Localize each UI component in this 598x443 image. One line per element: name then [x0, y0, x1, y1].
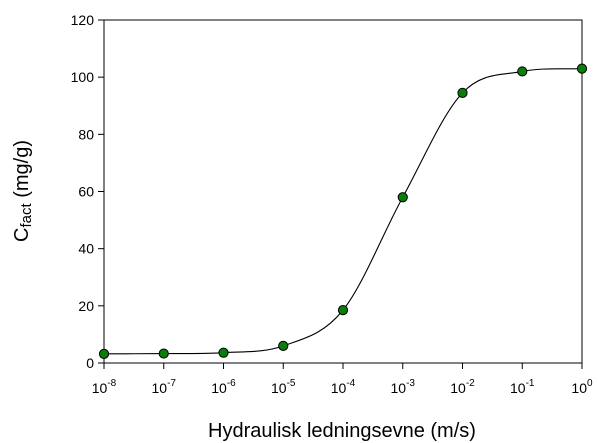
- x-tick-label: 100: [571, 378, 593, 396]
- y-tick-label: 40: [78, 241, 94, 257]
- y-axis-title-subscript: fact: [18, 203, 35, 228]
- y-tick-label: 100: [71, 69, 95, 85]
- x-tick-label: 10-8: [92, 378, 117, 396]
- x-tick-exponent: -7: [167, 378, 176, 389]
- x-tick-exponent: -5: [287, 378, 296, 389]
- fit-line: [103, 68, 583, 355]
- x-tick-base: 10: [152, 380, 168, 396]
- x-tick-exponent: -6: [227, 378, 236, 389]
- data-point: [218, 347, 229, 358]
- x-tick-base: 10: [92, 380, 108, 396]
- x-tick-base: 10: [391, 380, 407, 396]
- y-tick-label: 20: [78, 298, 94, 314]
- data-point: [397, 192, 408, 203]
- x-tick-label: 10-4: [331, 378, 356, 396]
- data-points: [98, 63, 588, 359]
- x-tick-label: 10-7: [152, 378, 177, 396]
- data-point: [98, 348, 110, 359]
- data-point: [576, 63, 588, 74]
- x-tick-base: 10: [450, 380, 466, 396]
- x-tick-label: 10-3: [391, 378, 416, 396]
- x-tick-base: 10: [331, 380, 347, 396]
- x-tick-exponent: -4: [346, 378, 355, 389]
- data-point: [158, 348, 169, 359]
- x-tick-exponent: -1: [526, 378, 535, 389]
- x-tick-label: 10-1: [510, 378, 535, 396]
- data-point: [337, 305, 349, 316]
- x-axis-title: Hydraulisk ledningsevne (m/s): [208, 420, 476, 442]
- x-tick-exponent: -2: [466, 378, 475, 389]
- x-tick-exponent: -8: [107, 378, 116, 389]
- x-tick-base: 10: [271, 380, 287, 396]
- y-tick-label: 0: [86, 355, 94, 371]
- x-tick-label: 10-5: [271, 378, 296, 396]
- x-tick-exponent: -3: [406, 378, 415, 389]
- y-tick-label: 120: [71, 12, 95, 28]
- x-tick-base: 10: [211, 380, 227, 396]
- x-axis-ticks: 10-8 10-7 10-6 10-5 10-4 10-3 10-2 10-1 100: [92, 363, 593, 396]
- y-axis-title: Cfact (mg/g): [11, 140, 35, 242]
- y-tick-label: 80: [78, 126, 94, 142]
- data-point: [517, 66, 528, 77]
- y-axis-ticks: 0 20 40 60 80 100 120: [71, 12, 104, 371]
- x-tick-label: 10-2: [450, 378, 475, 396]
- y-axis-title-unit: (mg/g): [11, 140, 33, 203]
- x-tick-exponent: 0: [587, 378, 593, 389]
- y-tick-label: 60: [78, 184, 94, 200]
- y-axis-title-main: C: [11, 228, 33, 242]
- x-tick-base: 10: [571, 380, 587, 396]
- data-point: [457, 87, 468, 98]
- x-tick-base: 10: [510, 380, 526, 396]
- x-tick-label: 10-6: [211, 378, 236, 396]
- data-point: [278, 340, 289, 351]
- fit-curve: [103, 68, 583, 355]
